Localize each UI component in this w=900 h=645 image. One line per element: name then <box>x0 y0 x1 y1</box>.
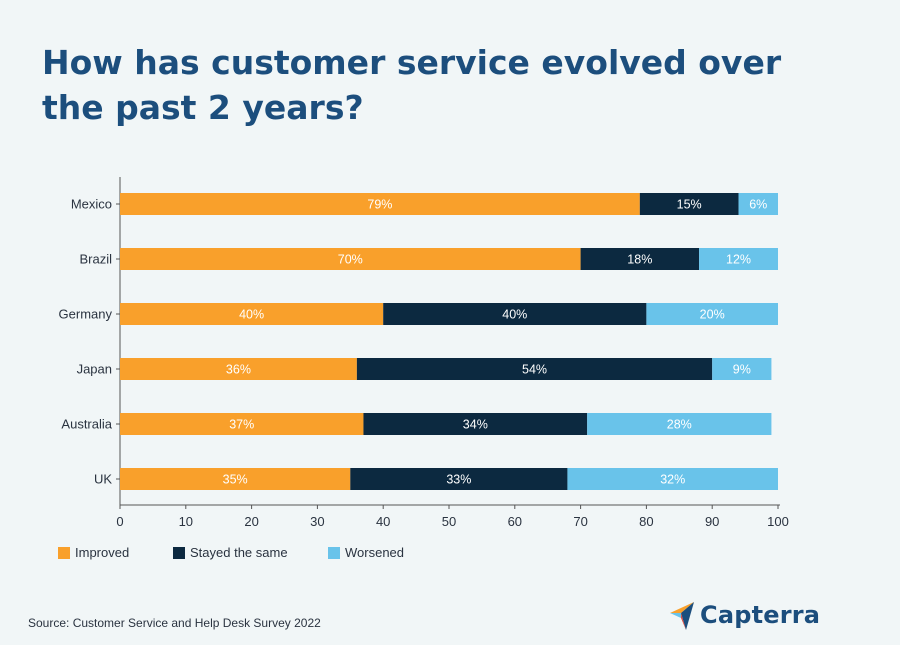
bar-segment-germany-worsened <box>646 303 778 325</box>
data-label-australia-stayed-the-same: 34% <box>463 418 488 432</box>
category-label-japan: Japan <box>77 362 112 377</box>
x-tick-label: 60 <box>508 514 522 529</box>
data-label-australia-worsened: 28% <box>667 418 692 432</box>
x-tick-label: 30 <box>310 514 324 529</box>
x-tick-label: 90 <box>705 514 719 529</box>
bar-segment-mexico-stayed-the-same <box>639 193 739 215</box>
legend-item-stayed-the-same: Stayed the same <box>173 545 328 560</box>
category-label-uk: UK <box>94 472 112 487</box>
capterra-logo: Capterra <box>668 600 820 630</box>
x-tick-label: 40 <box>376 514 390 529</box>
x-tick-label: 0 <box>116 514 123 529</box>
legend: Improved Stayed the same Worsened <box>58 545 404 560</box>
legend-item-improved: Improved <box>58 545 173 560</box>
data-label-germany-stayed-the-same: 40% <box>502 308 527 322</box>
x-tick-label: 50 <box>442 514 456 529</box>
data-label-brazil-worsened: 12% <box>726 253 751 267</box>
category-label-germany: Germany <box>59 307 113 322</box>
bar-segment-uk-stayed-the-same <box>350 468 568 490</box>
bar-segment-germany-improved <box>120 303 384 325</box>
data-label-germany-worsened: 20% <box>700 308 725 322</box>
bar-segment-australia-improved <box>120 413 364 435</box>
category-label-australia: Australia <box>61 417 112 432</box>
bar-segment-mexico-worsened <box>738 193 778 215</box>
data-label-brazil-stayed-the-same: 18% <box>627 253 652 267</box>
bar-segment-japan-stayed-the-same <box>356 358 713 380</box>
category-label-brazil: Brazil <box>79 252 112 267</box>
legend-label-improved: Improved <box>75 545 130 560</box>
legend-swatch-stayed-the-same <box>173 546 185 559</box>
data-label-australia-improved: 37% <box>229 418 254 432</box>
bar-segment-mexico-improved <box>120 193 640 215</box>
capterra-arrow-icon <box>670 602 694 630</box>
bar-segment-australia-stayed-the-same <box>363 413 588 435</box>
data-label-germany-improved: 40% <box>239 308 264 322</box>
bar-segment-brazil-stayed-the-same <box>580 248 700 270</box>
chart-title: How has customer service evolved over th… <box>42 43 782 127</box>
bar-segment-japan-improved <box>120 358 357 380</box>
x-tick-label: 20 <box>244 514 258 529</box>
bar-segment-germany-stayed-the-same <box>383 303 647 325</box>
bar-segment-uk-improved <box>120 468 351 490</box>
data-label-brazil-improved: 70% <box>338 253 363 267</box>
source-note: Source: Customer Service and Help Desk S… <box>28 616 321 630</box>
bar-segment-uk-worsened <box>567 468 778 490</box>
x-tick-label: 70 <box>573 514 587 529</box>
legend-swatch-improved <box>58 546 70 559</box>
bar-segment-brazil-improved <box>120 248 581 270</box>
bar-segment-brazil-worsened <box>699 248 778 270</box>
bar-segment-japan-worsened <box>712 358 772 380</box>
data-label-japan-worsened: 9% <box>733 363 751 377</box>
data-label-uk-stayed-the-same: 33% <box>446 473 471 487</box>
data-label-mexico-improved: 79% <box>367 198 392 212</box>
legend-swatch-worsened <box>328 546 340 559</box>
x-tick-label: 10 <box>179 514 193 529</box>
legend-item-worsened: Worsened <box>328 545 404 560</box>
data-label-mexico-worsened: 6% <box>749 198 767 212</box>
data-label-japan-improved: 36% <box>226 363 251 377</box>
data-label-uk-improved: 35% <box>223 473 248 487</box>
data-label-japan-stayed-the-same: 54% <box>522 363 547 377</box>
legend-label-worsened: Worsened <box>345 545 405 560</box>
data-label-uk-worsened: 32% <box>660 473 685 487</box>
x-tick-label: 80 <box>639 514 653 529</box>
logo-text: Capterra <box>700 601 821 629</box>
x-tick-label: 100 <box>767 514 789 529</box>
data-label-mexico-stayed-the-same: 15% <box>677 198 702 212</box>
bar-segment-australia-worsened <box>587 413 772 435</box>
legend-label-stayed-the-same: Stayed the same <box>190 545 288 560</box>
category-label-mexico: Mexico <box>71 197 112 212</box>
